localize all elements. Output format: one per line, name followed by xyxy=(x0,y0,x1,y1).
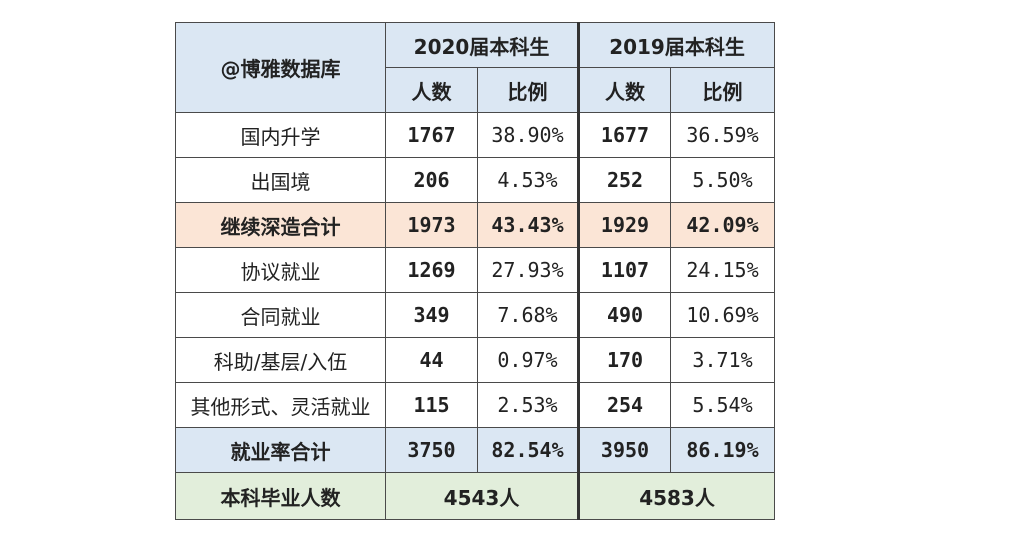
count-2019: 170 xyxy=(577,337,672,383)
count-2020: 3750 xyxy=(385,427,478,473)
table-row: 国内升学 1767 38.90% 1677 36.59% xyxy=(175,112,776,158)
ratio-2020: 7.68% xyxy=(476,292,580,338)
count-2020: 349 xyxy=(385,292,478,338)
subheader-ratio-2020: 比例 xyxy=(476,67,580,113)
table-row-subtotal-study: 继续深造合计 1973 43.43% 1929 42.09% xyxy=(175,202,776,248)
table-row: 科助/基层/入伍 44 0.97% 170 3.71% xyxy=(175,337,776,383)
group-header-2019: 2019届本科生 xyxy=(577,22,776,68)
count-2020: 1973 xyxy=(385,202,478,248)
ratio-2019: 86.19% xyxy=(670,427,776,473)
ratio-2020: 38.90% xyxy=(476,112,580,158)
org-label-cell: @博雅数据库 xyxy=(175,22,386,113)
count-2019: 1107 xyxy=(577,247,672,293)
table-row-subtotal-employment: 就业率合计 3750 82.54% 3950 86.19% xyxy=(175,427,776,473)
ratio-2019: 42.09% xyxy=(670,202,776,248)
table-row-graduates-total: 本科毕业人数 4543人 4583人 xyxy=(175,472,776,520)
count-2019: 1929 xyxy=(577,202,672,248)
table-row: 协议就业 1269 27.93% 1107 24.15% xyxy=(175,247,776,293)
count-2020: 44 xyxy=(385,337,478,383)
ratio-2019: 24.15% xyxy=(670,247,776,293)
employment-stats-table: @博雅数据库 2020届本科生 2019届本科生 人数 比例 人数 比例 国内升… xyxy=(175,22,776,520)
graduates-total-2020: 4543人 xyxy=(384,472,580,520)
subheader-count-2019: 人数 xyxy=(577,67,672,113)
count-2019: 1677 xyxy=(577,112,672,158)
ratio-2019: 10.69% xyxy=(670,292,776,338)
count-2020: 1767 xyxy=(385,112,478,158)
subheader-ratio-2019: 比例 xyxy=(670,67,776,113)
footer-label: 本科毕业人数 xyxy=(175,472,386,520)
count-2019: 252 xyxy=(577,157,672,203)
ratio-2020: 0.97% xyxy=(476,337,580,383)
ratio-2019: 36.59% xyxy=(670,112,776,158)
table-row: 其他形式、灵活就业 115 2.53% 254 5.54% xyxy=(175,382,776,428)
row-label: 科助/基层/入伍 xyxy=(175,337,386,383)
group-header-2020: 2020届本科生 xyxy=(384,22,580,68)
ratio-2020: 82.54% xyxy=(476,427,580,473)
ratio-2020: 27.93% xyxy=(476,247,580,293)
row-label: 其他形式、灵活就业 xyxy=(175,382,386,428)
ratio-2020: 4.53% xyxy=(476,157,580,203)
row-label: 出国境 xyxy=(175,157,386,203)
ratio-2019: 3.71% xyxy=(670,337,776,383)
count-2020: 206 xyxy=(385,157,478,203)
row-label: 继续深造合计 xyxy=(175,202,386,248)
count-2019: 254 xyxy=(577,382,672,428)
count-2019: 490 xyxy=(577,292,672,338)
table-row: 出国境 206 4.53% 252 5.50% xyxy=(175,157,776,203)
ratio-2020: 43.43% xyxy=(476,202,580,248)
ratio-2019: 5.54% xyxy=(670,382,776,428)
ratio-2020: 2.53% xyxy=(476,382,580,428)
row-label: 国内升学 xyxy=(175,112,386,158)
count-2020: 115 xyxy=(385,382,478,428)
row-label: 协议就业 xyxy=(175,247,386,293)
count-2020: 1269 xyxy=(385,247,478,293)
ratio-2019: 5.50% xyxy=(670,157,776,203)
row-label: 合同就业 xyxy=(175,292,386,338)
count-2019: 3950 xyxy=(577,427,672,473)
table-row: 合同就业 349 7.68% 490 10.69% xyxy=(175,292,776,338)
row-label: 就业率合计 xyxy=(175,427,386,473)
subheader-count-2020: 人数 xyxy=(385,67,478,113)
graduates-total-2019: 4583人 xyxy=(577,472,776,520)
